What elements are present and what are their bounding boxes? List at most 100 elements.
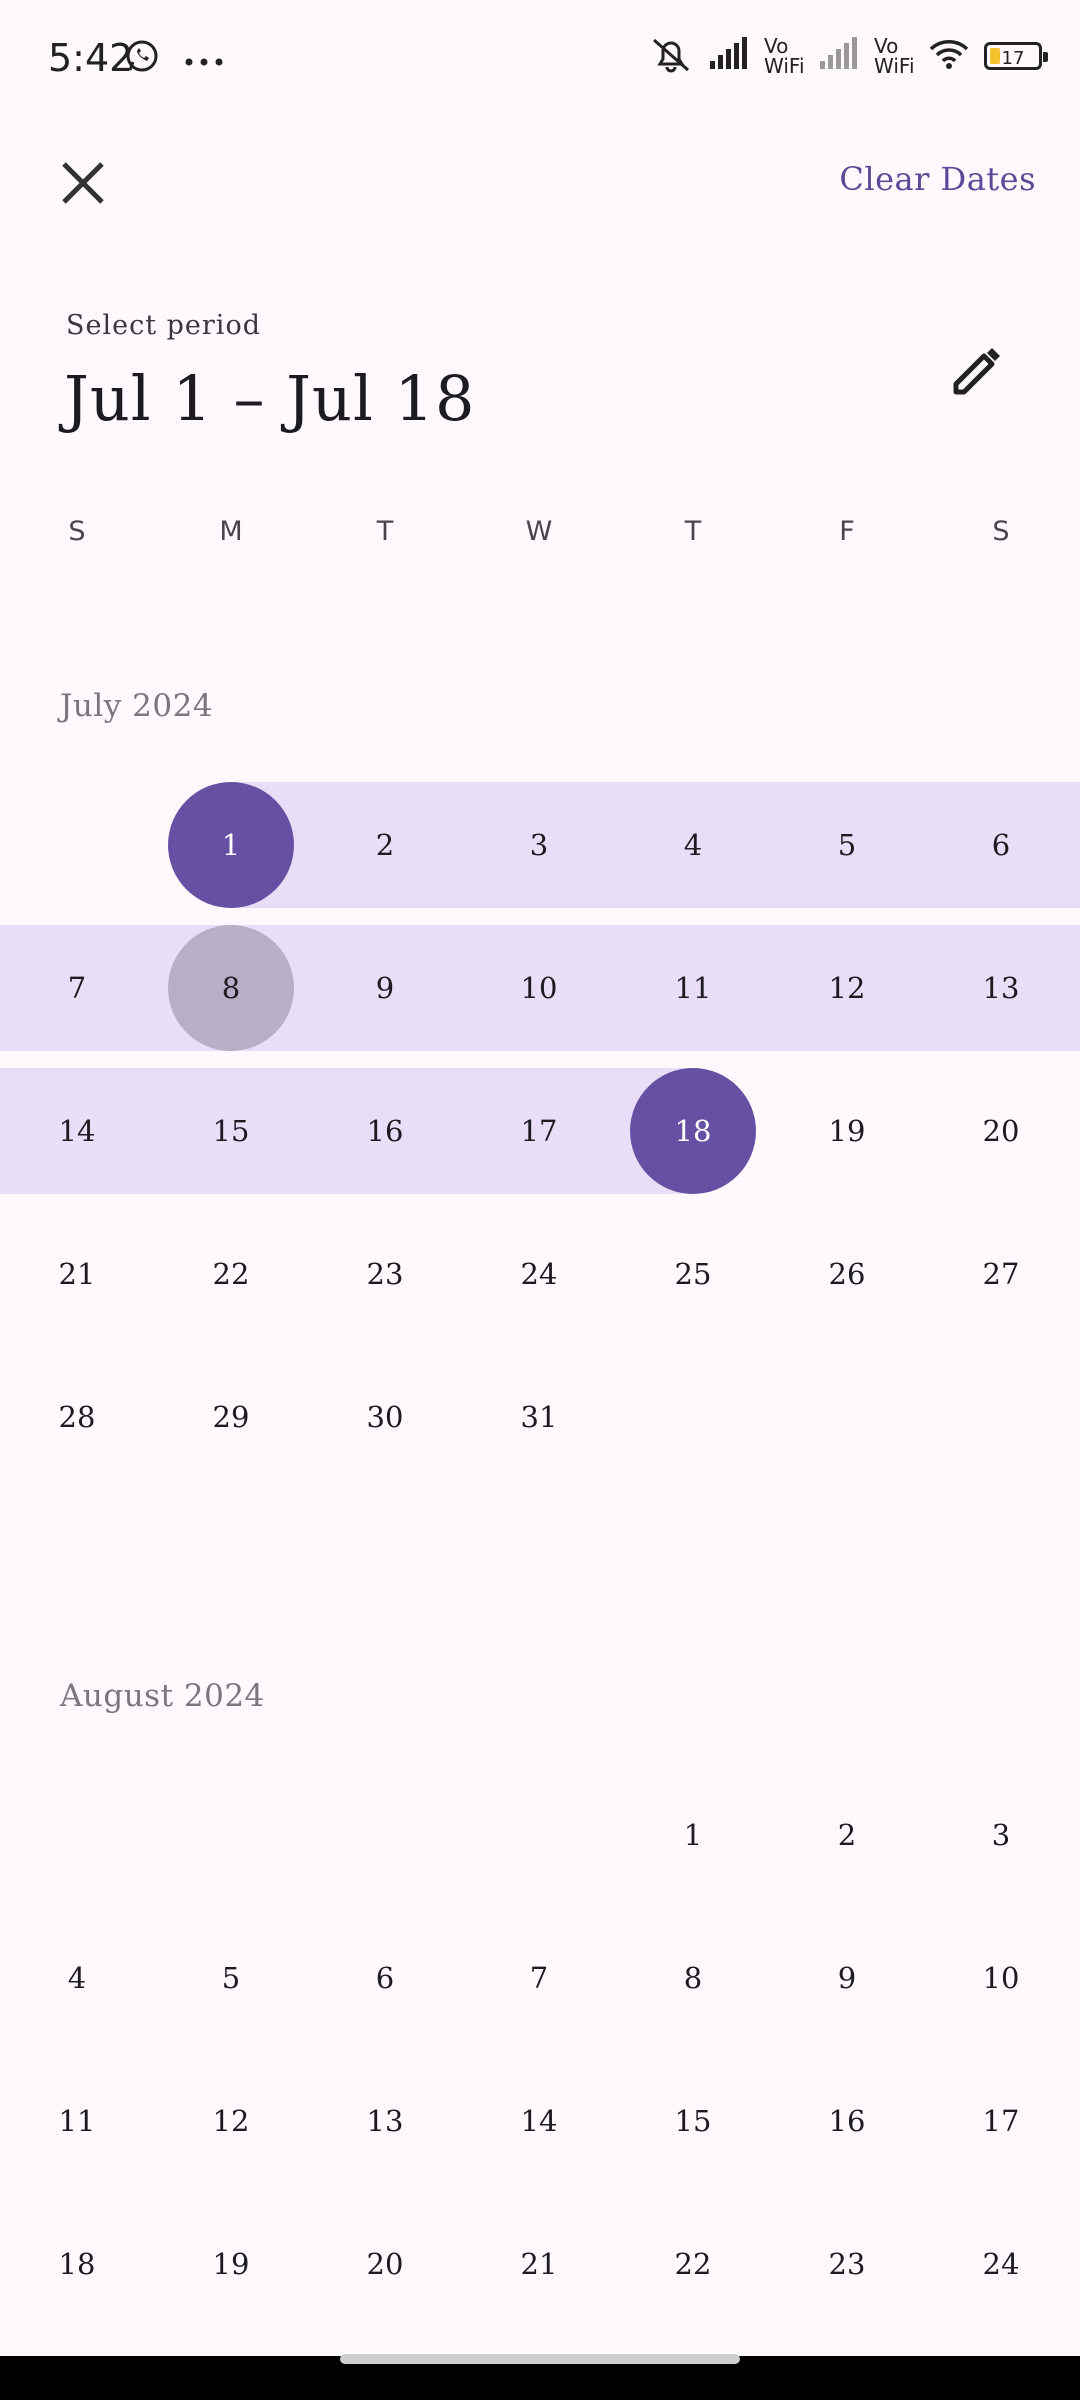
battery-level: 17 bbox=[1001, 48, 1025, 69]
day-number: 23 bbox=[828, 2247, 866, 2281]
day-cell[interactable]: 30 bbox=[308, 1354, 462, 1480]
day-cell[interactable]: 9 bbox=[308, 925, 462, 1051]
clear-dates-button[interactable]: Clear Dates bbox=[839, 160, 1036, 198]
day-number: 5 bbox=[837, 828, 857, 862]
day-cell[interactable]: 20 bbox=[924, 1068, 1078, 1194]
day-cell[interactable]: 31 bbox=[462, 1354, 616, 1480]
day-cell[interactable]: 14 bbox=[462, 2058, 616, 2184]
day-cell[interactable]: 2 bbox=[770, 1772, 924, 1898]
day-cell[interactable]: 25 bbox=[616, 1211, 770, 1337]
day-cell[interactable]: 13 bbox=[308, 2058, 462, 2184]
day-number: 12 bbox=[212, 2104, 250, 2138]
day-number: 7 bbox=[529, 1961, 549, 1995]
day-number: 22 bbox=[674, 2247, 712, 2281]
day-cell[interactable]: 9 bbox=[770, 1915, 924, 2041]
day-cell[interactable]: 14 bbox=[0, 1068, 154, 1194]
day-cell[interactable]: 23 bbox=[308, 1211, 462, 1337]
day-cell[interactable]: 29 bbox=[154, 1354, 308, 1480]
day-number: 11 bbox=[58, 2104, 96, 2138]
day-cell[interactable]: 11 bbox=[616, 925, 770, 1051]
day-number: 20 bbox=[982, 1114, 1020, 1148]
day-cell[interactable]: 16 bbox=[308, 1068, 462, 1194]
day-cell[interactable]: 21 bbox=[462, 2201, 616, 2327]
day-number: 30 bbox=[366, 1400, 404, 1434]
day-cell[interactable]: 24 bbox=[924, 2201, 1078, 2327]
day-cell[interactable]: 27 bbox=[924, 1211, 1078, 1337]
day-number: 27 bbox=[982, 1257, 1020, 1291]
day-cell[interactable]: 24 bbox=[462, 1211, 616, 1337]
range-end-day[interactable]: 18 bbox=[616, 1068, 770, 1194]
day-number: 19 bbox=[212, 2247, 250, 2281]
day-cell[interactable]: 12 bbox=[154, 2058, 308, 2184]
day-cell[interactable]: 1 bbox=[616, 1772, 770, 1898]
day-cell[interactable]: 11 bbox=[0, 2058, 154, 2184]
day-cell[interactable]: 5 bbox=[770, 782, 924, 908]
day-number: 11 bbox=[674, 971, 712, 1005]
selected-range-title: Jul 1 – Jul 18 bbox=[64, 362, 476, 435]
day-number: 24 bbox=[520, 1257, 558, 1291]
home-gesture-handle[interactable] bbox=[340, 2354, 740, 2364]
day-cell[interactable]: 26 bbox=[770, 1211, 924, 1337]
day-cell[interactable]: 20 bbox=[308, 2201, 462, 2327]
select-period-label: Select period bbox=[66, 310, 261, 341]
day-number: 10 bbox=[520, 971, 558, 1005]
vowifi-label-2: Vo WiFi bbox=[874, 34, 915, 78]
day-cell[interactable]: 7 bbox=[462, 1915, 616, 2041]
day-number: 3 bbox=[991, 1818, 1011, 1852]
weekday-label: T bbox=[376, 516, 394, 547]
range-highlight bbox=[231, 782, 1080, 908]
day-number: 17 bbox=[982, 2104, 1020, 2138]
day-number: 18 bbox=[58, 2247, 96, 2281]
month-title: July 2024 bbox=[60, 688, 214, 724]
day-cell[interactable]: 19 bbox=[770, 1068, 924, 1194]
day-cell[interactable]: 6 bbox=[924, 782, 1078, 908]
day-cell[interactable]: 4 bbox=[0, 1915, 154, 2041]
day-cell[interactable]: 16 bbox=[770, 2058, 924, 2184]
day-cell[interactable]: 3 bbox=[462, 782, 616, 908]
day-cell[interactable]: 22 bbox=[616, 2201, 770, 2327]
day-number: 4 bbox=[67, 1961, 87, 1995]
month-title: August 2024 bbox=[60, 1678, 265, 1714]
whatsapp-icon bbox=[124, 38, 160, 78]
day-number: 8 bbox=[683, 1961, 703, 1995]
day-cell[interactable]: 28 bbox=[0, 1354, 154, 1480]
battery-icon: 17 bbox=[984, 42, 1048, 70]
day-cell[interactable]: 22 bbox=[154, 1211, 308, 1337]
day-cell[interactable]: 15 bbox=[616, 2058, 770, 2184]
day-cell[interactable]: 10 bbox=[462, 925, 616, 1051]
day-number: 23 bbox=[366, 1257, 404, 1291]
day-cell[interactable]: 2 bbox=[308, 782, 462, 908]
day-number: 9 bbox=[375, 971, 395, 1005]
day-number: 6 bbox=[991, 828, 1011, 862]
mute-bell-icon bbox=[648, 34, 694, 78]
day-cell[interactable]: 3 bbox=[924, 1772, 1078, 1898]
day-cell[interactable]: 10 bbox=[924, 1915, 1078, 2041]
day-cell[interactable]: 23 bbox=[770, 2201, 924, 2327]
day-number: 2 bbox=[375, 828, 395, 862]
close-button[interactable] bbox=[56, 156, 110, 210]
day-cell[interactable]: 6 bbox=[308, 1915, 462, 2041]
day-number: 26 bbox=[828, 1257, 866, 1291]
day-cell[interactable]: 8 bbox=[154, 925, 308, 1051]
day-number: 19 bbox=[828, 1114, 866, 1148]
day-number: 13 bbox=[982, 971, 1020, 1005]
day-number: 5 bbox=[221, 1961, 241, 1995]
day-cell[interactable]: 17 bbox=[924, 2058, 1078, 2184]
weekday-label: S bbox=[68, 516, 86, 547]
range-start-day[interactable]: 1 bbox=[154, 782, 308, 908]
edit-input-mode-button[interactable] bbox=[946, 340, 1006, 400]
day-cell[interactable]: 15 bbox=[154, 1068, 308, 1194]
day-cell[interactable]: 13 bbox=[924, 925, 1078, 1051]
day-cell[interactable]: 5 bbox=[154, 1915, 308, 2041]
day-cell[interactable]: 12 bbox=[770, 925, 924, 1051]
day-cell[interactable]: 8 bbox=[616, 1915, 770, 2041]
weekday-label: T bbox=[684, 516, 702, 547]
day-cell[interactable]: 4 bbox=[616, 782, 770, 908]
day-cell[interactable]: 17 bbox=[462, 1068, 616, 1194]
day-cell[interactable]: 21 bbox=[0, 1211, 154, 1337]
day-cell[interactable]: 18 bbox=[0, 2201, 154, 2327]
day-number: 24 bbox=[982, 2247, 1020, 2281]
day-cell[interactable]: 19 bbox=[154, 2201, 308, 2327]
day-cell[interactable]: 7 bbox=[0, 925, 154, 1051]
